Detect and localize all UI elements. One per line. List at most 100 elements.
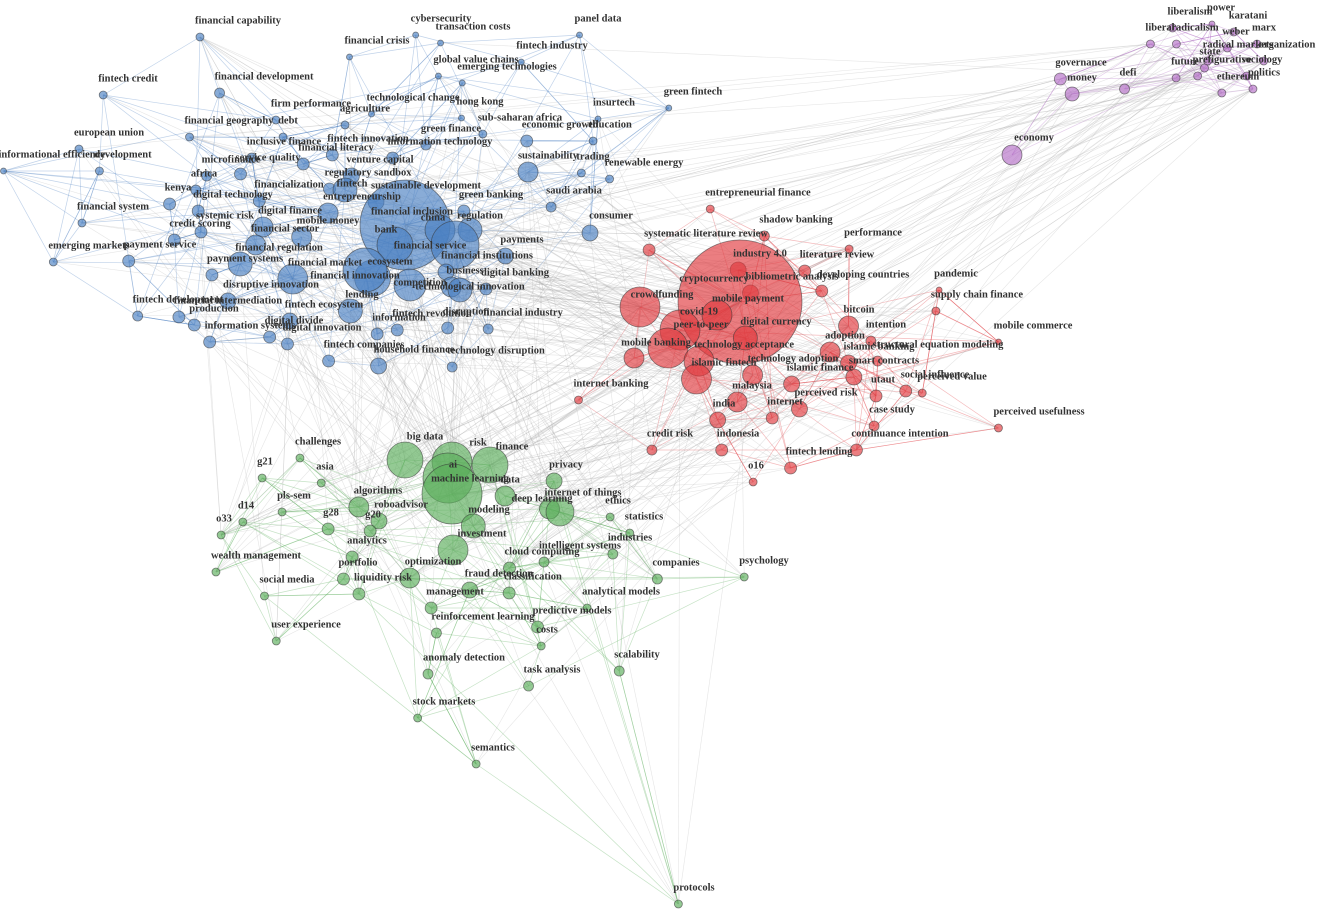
edge	[242, 457, 301, 523]
node-label: entrepreneurship	[323, 191, 401, 202]
node	[203, 335, 217, 349]
edge	[261, 477, 432, 609]
edge	[3, 61, 522, 172]
node-label: financial institutions	[441, 250, 533, 261]
edge	[81, 170, 100, 224]
edge	[609, 516, 658, 580]
node	[317, 202, 339, 224]
edge	[469, 78, 1061, 231]
edge	[452, 401, 738, 551]
node-label: money	[1067, 72, 1097, 83]
edge	[829, 351, 875, 427]
edge	[853, 376, 857, 451]
edge	[258, 136, 284, 202]
edge	[282, 136, 333, 156]
edge	[251, 157, 264, 228]
node-label: case study	[869, 404, 916, 415]
node	[238, 517, 248, 527]
node-label: covid-19	[680, 306, 718, 317]
edge	[332, 154, 491, 466]
node	[420, 139, 432, 151]
node	[1193, 71, 1203, 81]
edge	[240, 173, 449, 479]
edge	[199, 36, 333, 156]
edge	[440, 34, 580, 44]
node	[457, 204, 471, 218]
edge	[1060, 47, 1228, 80]
edge	[469, 532, 630, 591]
node-label: internet of things	[545, 487, 622, 498]
edge	[1011, 78, 1061, 156]
edge	[351, 556, 432, 609]
edge	[469, 229, 591, 234]
edge	[137, 315, 195, 326]
node-label: prefigurative	[1193, 54, 1252, 65]
edge	[543, 408, 800, 563]
edge	[440, 42, 484, 135]
node	[95, 166, 104, 176]
node	[431, 627, 442, 639]
node	[1168, 23, 1177, 33]
edge	[349, 56, 372, 115]
edge	[451, 360, 878, 463]
edge	[508, 140, 528, 594]
edge	[3, 170, 196, 191]
edge	[592, 140, 610, 180]
edge	[358, 593, 679, 905]
edge	[752, 408, 800, 483]
edge	[227, 236, 302, 302]
node-label: credit scoring	[169, 218, 231, 229]
edge	[488, 328, 669, 349]
node-label: utaut	[871, 374, 895, 385]
node	[545, 201, 557, 213]
edge	[78, 43, 1151, 150]
edge	[240, 119, 277, 175]
node-label: payments	[500, 234, 543, 245]
edge	[417, 685, 529, 719]
node	[441, 321, 455, 335]
edge	[489, 408, 800, 466]
edge	[736, 401, 791, 469]
node-label: deep learning	[512, 493, 574, 504]
node-label: service quality	[235, 152, 301, 163]
edge	[331, 56, 350, 156]
node	[748, 477, 758, 487]
edge	[3, 170, 54, 263]
node-label: fintech companies	[324, 339, 405, 350]
node-label: transaction costs	[436, 21, 511, 32]
edge	[935, 310, 999, 343]
node-label: pls-sem	[277, 490, 311, 501]
edge	[275, 119, 304, 165]
node-label: systematic literature review	[644, 228, 768, 239]
edge	[282, 506, 359, 513]
edge	[469, 589, 529, 687]
edge	[358, 269, 366, 508]
edge	[275, 556, 353, 642]
edge	[454, 244, 718, 421]
node-label: user experience	[271, 619, 341, 630]
edge	[417, 645, 542, 719]
edge	[198, 75, 1198, 212]
edge	[78, 148, 202, 233]
edge	[469, 383, 792, 591]
node-label: financial geography	[185, 115, 275, 126]
edge	[1060, 43, 1151, 80]
node-label: social influence	[901, 369, 970, 380]
node-label: future	[1171, 56, 1199, 67]
node	[582, 603, 592, 613]
edge	[1175, 23, 1213, 79]
node	[783, 375, 801, 393]
node-label: digital finance	[258, 205, 322, 216]
node-label: protocols	[673, 882, 714, 893]
node-label: india	[713, 398, 737, 409]
node	[74, 144, 84, 154]
node	[458, 114, 465, 122]
edge	[425, 75, 439, 146]
node	[277, 507, 287, 517]
node-label: anomaly detection	[423, 652, 505, 663]
edge	[1227, 43, 1258, 49]
node	[594, 115, 602, 123]
node	[194, 225, 208, 239]
edge	[263, 226, 765, 237]
node-label: supply chain finance	[931, 289, 1024, 300]
